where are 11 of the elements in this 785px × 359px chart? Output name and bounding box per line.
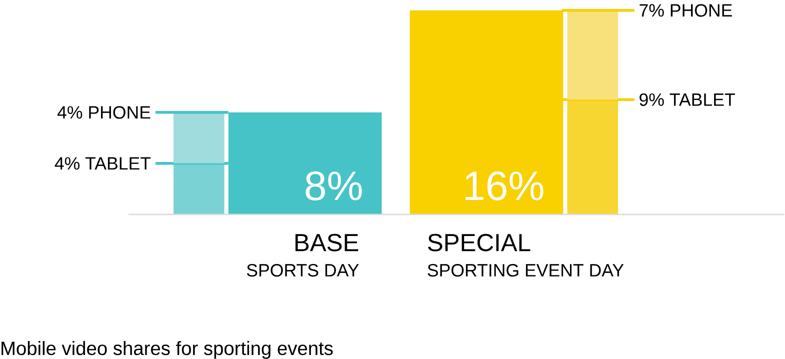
x-tick-label: SPECIAL — [428, 234, 530, 252]
text: SPORTS DAY — [246, 264, 359, 277]
data-label: 16% — [466, 171, 544, 200]
data-label: 4% PHONE — [57, 106, 150, 119]
data-label: 8% — [306, 171, 362, 200]
x-tick-label: BASE — [295, 234, 358, 252]
text: SPORTING EVENT DAY — [428, 264, 624, 277]
text: Mobile video shares for sporting events — [2, 341, 333, 359]
data-label: 9% TABLET — [640, 93, 735, 106]
data-label: 4% TABLET — [54, 157, 151, 170]
data-label: 7% PHONE — [640, 4, 732, 17]
